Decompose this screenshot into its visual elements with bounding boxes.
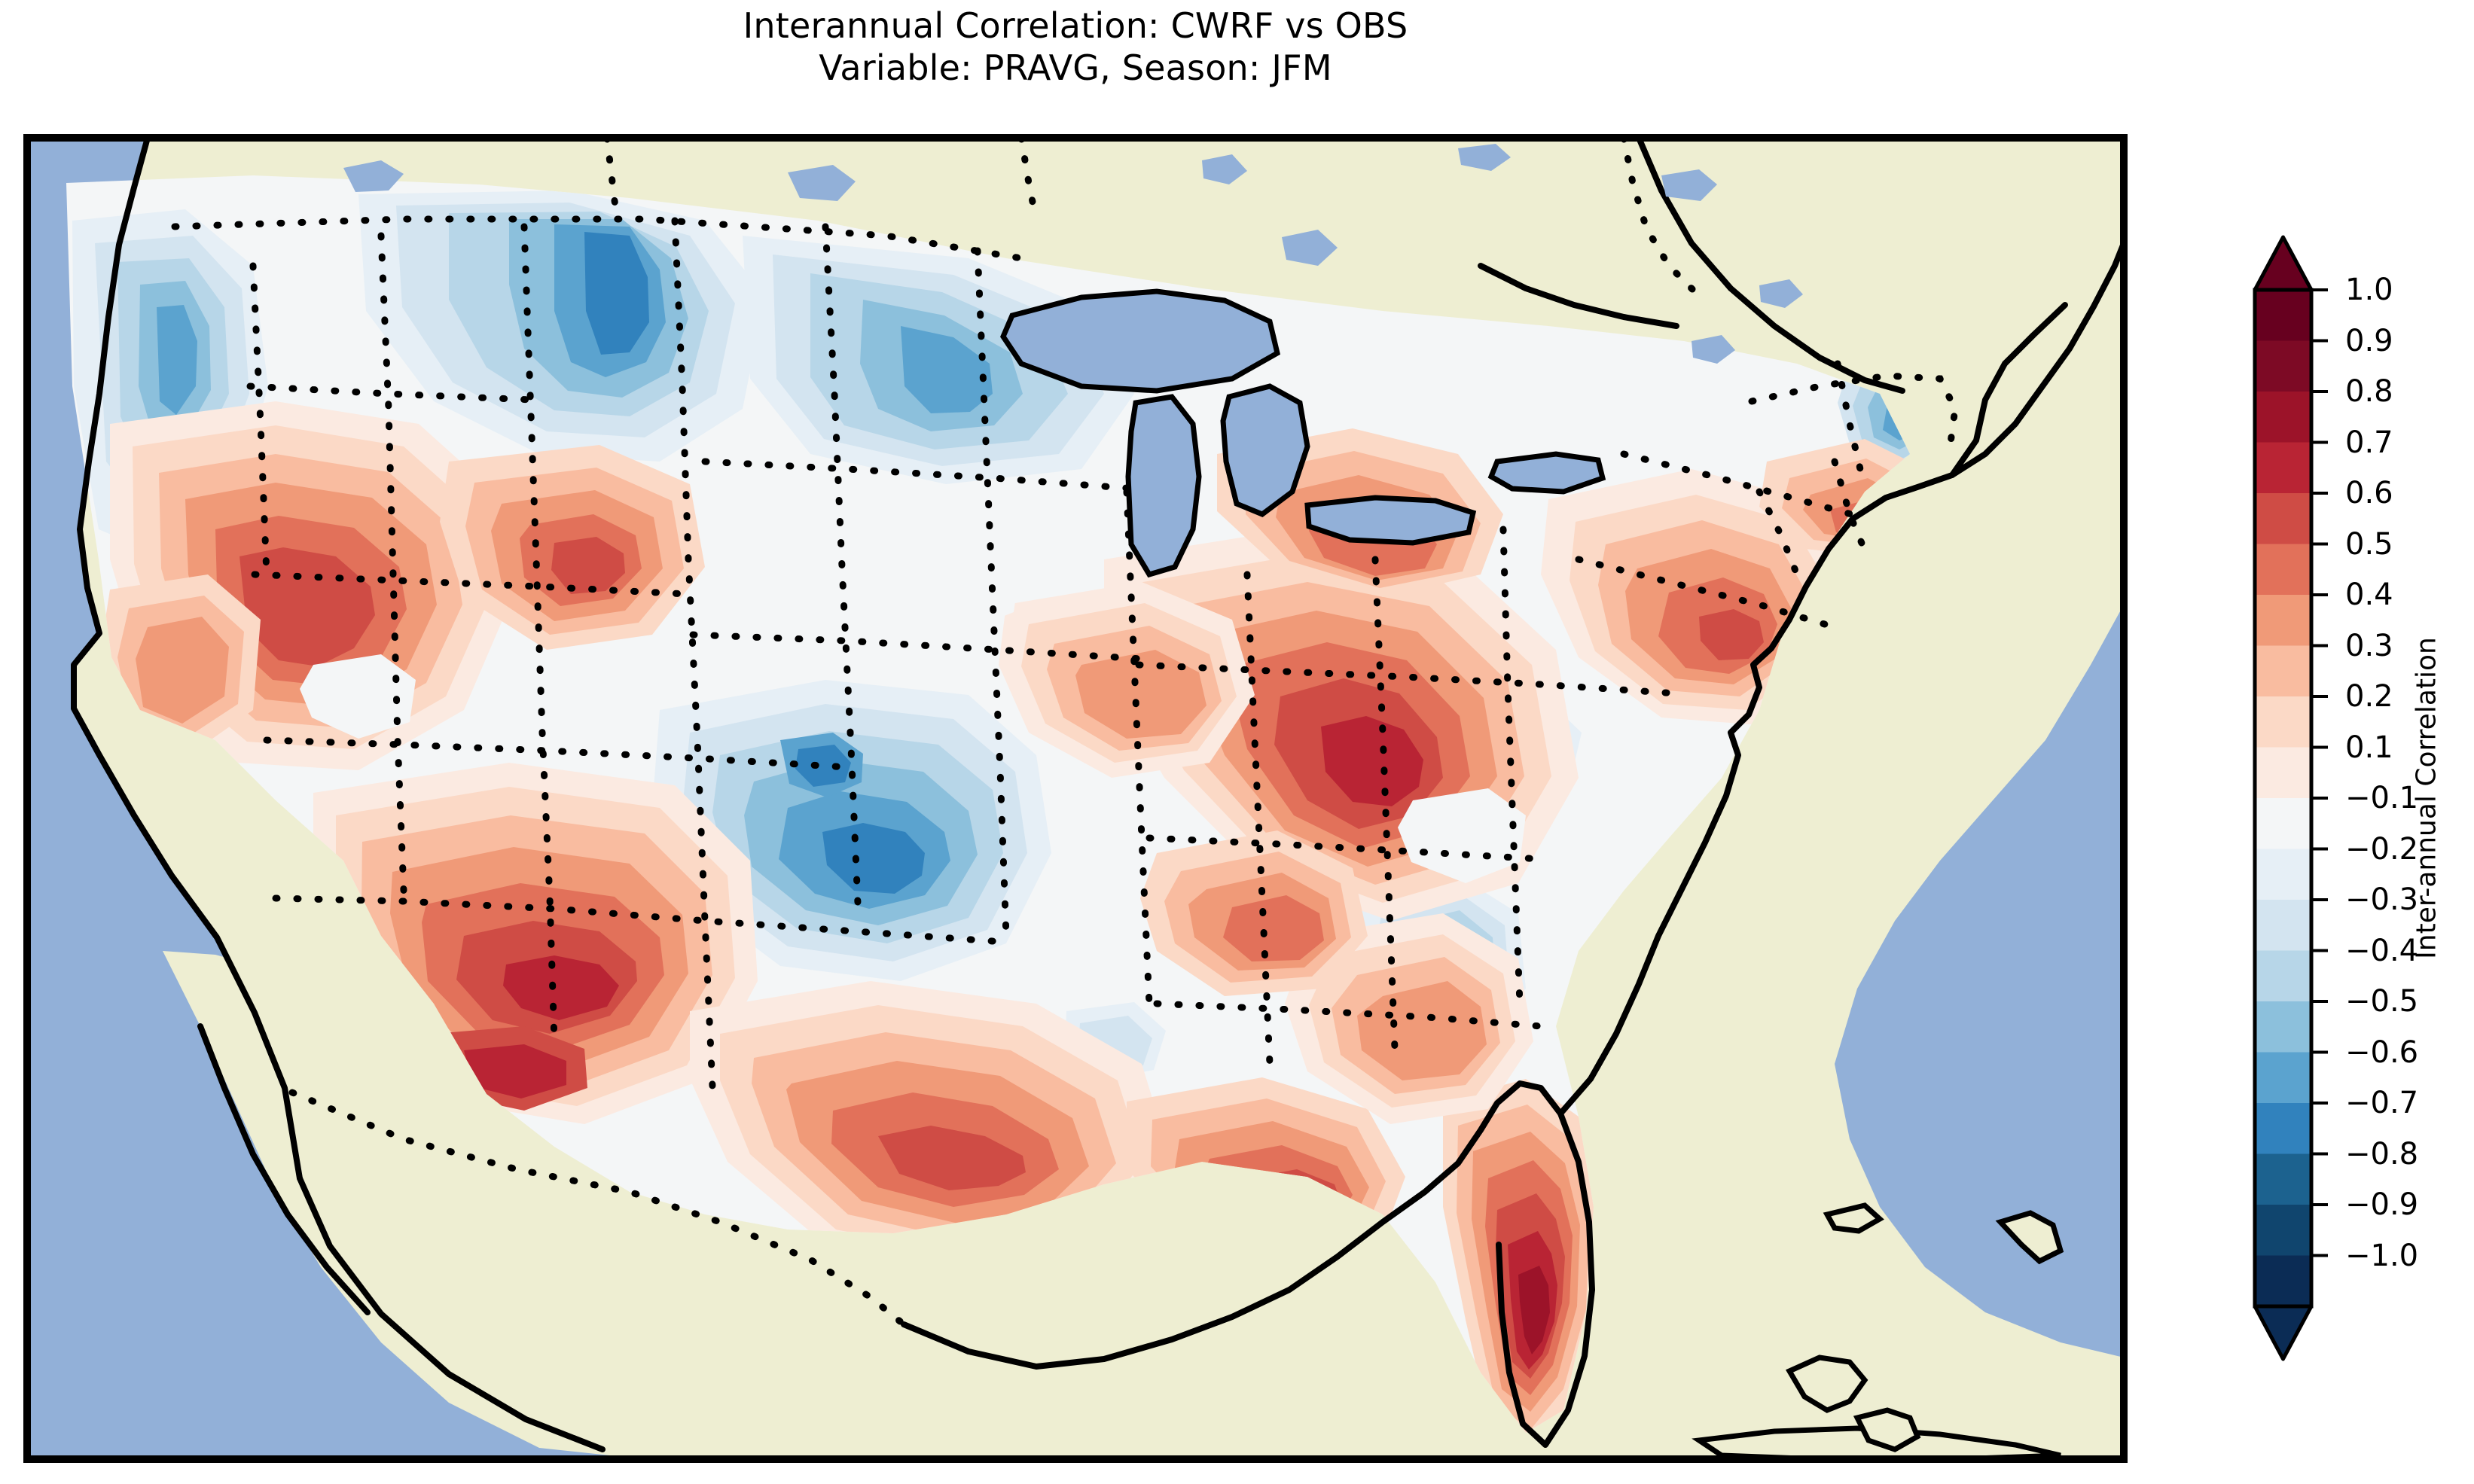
- colorbar-tick-label: −0.1: [2345, 781, 2419, 815]
- colorbar-band: [2255, 340, 2311, 392]
- colorbar-band: [2255, 1052, 2311, 1104]
- colorbar-band: [2255, 290, 2311, 341]
- colorbar-tick-label: 0.6: [2345, 476, 2393, 510]
- colorbar-band: [2255, 1153, 2311, 1205]
- colorbar-tick-label: −1.0: [2345, 1238, 2419, 1273]
- colorbar-tick-label: 0.4: [2345, 577, 2393, 612]
- colorbar-tick-label: 0.2: [2345, 679, 2393, 714]
- colorbar-tick-label: 0.8: [2345, 374, 2393, 409]
- colorbar-band: [2255, 849, 2311, 900]
- colorbar-tick-label: −0.5: [2345, 984, 2419, 1019]
- colorbar-tick-label: −0.3: [2345, 882, 2419, 917]
- colorbar-band: [2255, 900, 2311, 951]
- colorbar: Inter-annual Correlation 1.0 0.9 0.8 0.7 0.6…: [2229, 226, 2474, 1370]
- colorbar-band: [2255, 544, 2311, 596]
- colorbar-tick-label: −0.4: [2345, 933, 2419, 968]
- colorbar-tick-label: −0.9: [2345, 1187, 2419, 1222]
- colorbar-band: [2255, 392, 2311, 443]
- colorbar-tick-label: 0.9: [2345, 323, 2393, 358]
- colorbar-tick-label: −0.2: [2345, 831, 2419, 867]
- colorbar-band: [2255, 1103, 2311, 1154]
- title-line-2: Variable: PRAVG, Season: JFM: [819, 47, 1332, 89]
- colorbar-tick-label: 0.5: [2345, 526, 2393, 562]
- colorbar-tick-label: 1.0: [2345, 273, 2393, 307]
- colorbar-band: [2255, 1205, 2311, 1256]
- colorbar-swatches: [2253, 235, 2328, 1361]
- colorbar-tick-label: 0.7: [2345, 425, 2393, 460]
- chart-title: Interannual Correlation: CWRF vs OBS Var…: [0, 5, 2151, 89]
- colorbar-band: [2255, 747, 2311, 799]
- state-borders: [171, 138, 1959, 1328]
- colorbar-band: [2255, 1255, 2311, 1307]
- colorbar-band: [2255, 696, 2311, 748]
- map-panel: [23, 134, 2128, 1463]
- colorbar-band: [2255, 493, 2311, 544]
- colorbar-tick-label: 0.3: [2345, 628, 2393, 663]
- great-lakes: [1000, 288, 1606, 578]
- inland-lakes: [343, 144, 1803, 364]
- colorbar-tick-label: −0.6: [2345, 1035, 2419, 1070]
- colorbar-band: [2255, 645, 2311, 697]
- colorbar-band: [2255, 1001, 2311, 1053]
- correlation-map: [27, 138, 2124, 1459]
- colorbar-band: [2255, 950, 2311, 1002]
- colorbar-tick-label: −0.8: [2345, 1136, 2419, 1172]
- colorbar-band: [2255, 595, 2311, 646]
- title-line-1: Interannual Correlation: CWRF vs OBS: [743, 5, 1408, 46]
- colorbar-band: [2255, 442, 2311, 494]
- colorbar-tick-label: 0.1: [2345, 730, 2393, 765]
- colorbar-tick-label: −0.7: [2345, 1086, 2419, 1120]
- coastlines: [71, 138, 2124, 1452]
- colorbar-band: [2255, 798, 2311, 849]
